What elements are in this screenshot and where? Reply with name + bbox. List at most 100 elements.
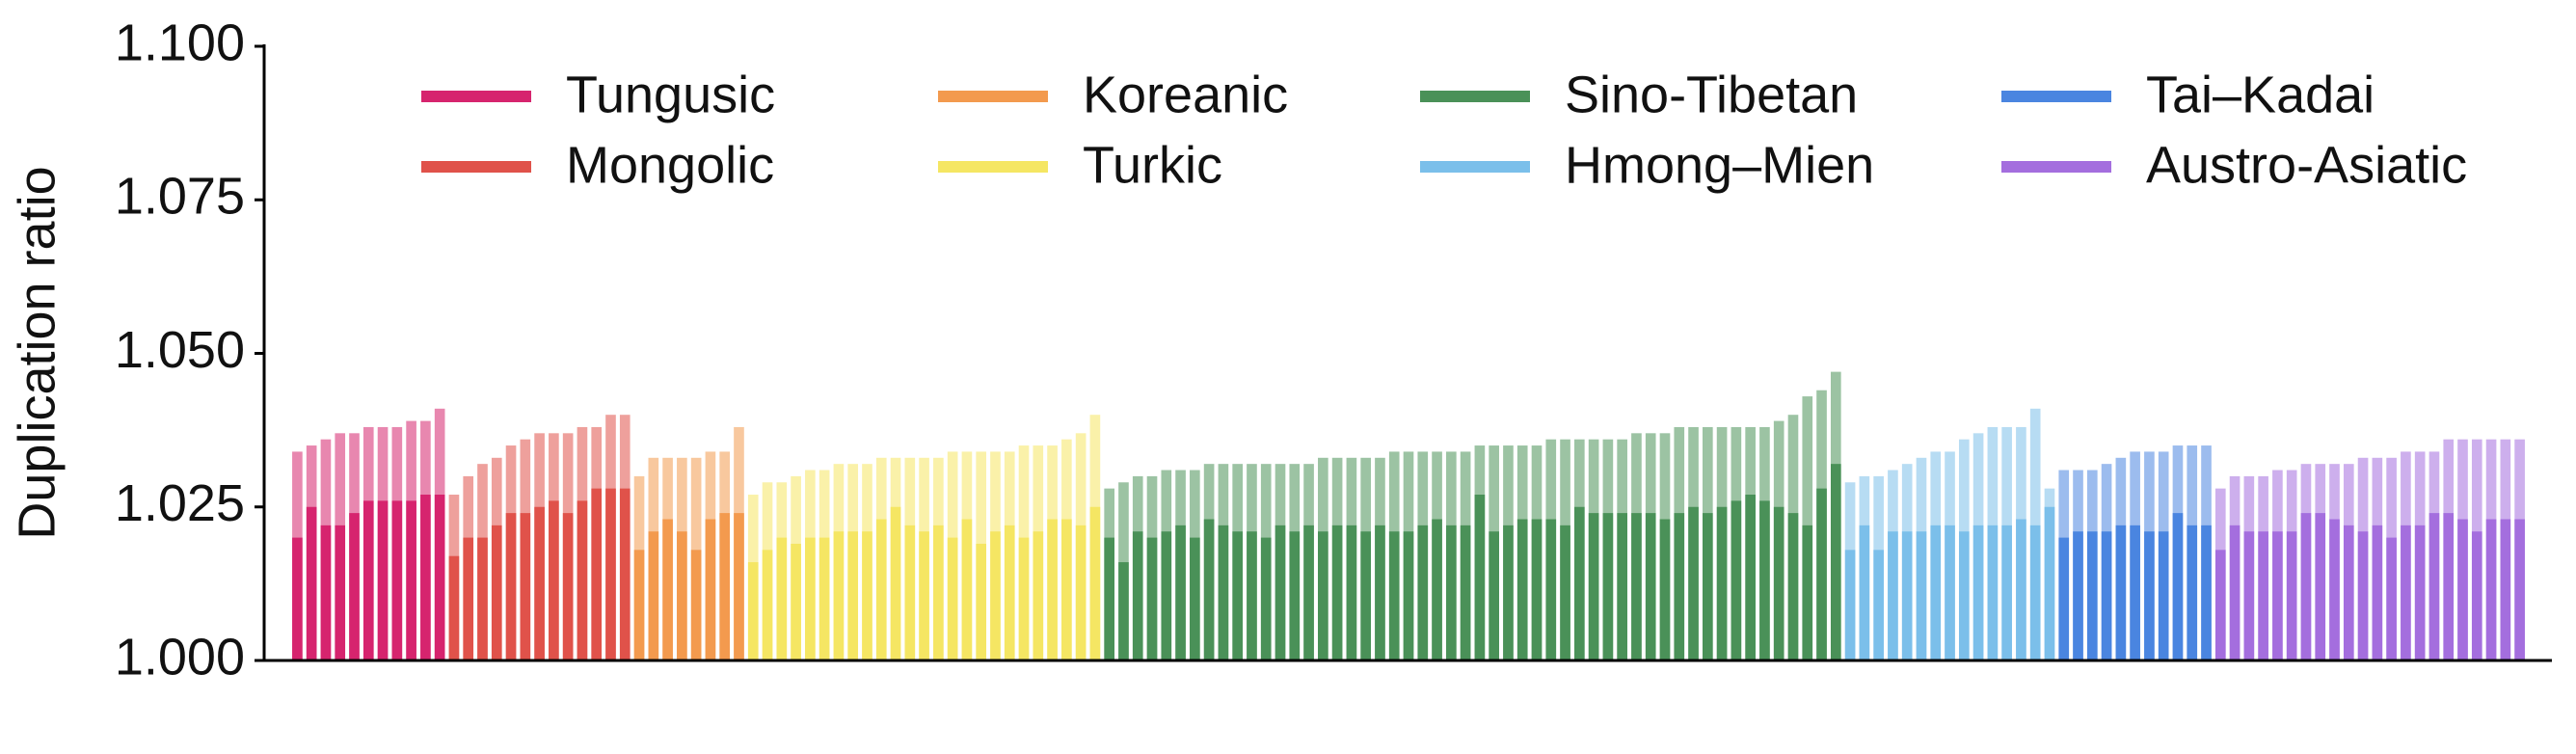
- bar: [1232, 531, 1243, 660]
- bar: [2457, 519, 2468, 660]
- y-axis-label: Duplication ratio: [8, 166, 66, 539]
- legend-label: Tungusic: [566, 66, 775, 123]
- bar: [1132, 531, 1143, 660]
- bar: [2514, 519, 2525, 660]
- bar: [1773, 506, 1784, 660]
- bar: [306, 506, 317, 660]
- bar: [1574, 506, 1585, 660]
- bar: [2443, 513, 2455, 660]
- bar: [534, 506, 545, 660]
- bar: [2001, 525, 2012, 660]
- bar: [862, 531, 872, 660]
- bar: [477, 537, 488, 660]
- bar: [335, 525, 346, 660]
- bar: [1489, 531, 1499, 660]
- y-tick-label: 1.000: [115, 628, 245, 686]
- bar: [349, 513, 360, 660]
- bar: [2086, 531, 2098, 660]
- bar: [1631, 513, 1642, 660]
- bar: [1318, 531, 1328, 660]
- legend-label: Austro-Asiatic: [2146, 136, 2467, 194]
- bar: [2414, 525, 2426, 660]
- bar: [2485, 519, 2497, 660]
- bar: [2158, 531, 2169, 660]
- bar: [1545, 519, 1557, 660]
- bar: [961, 519, 973, 660]
- bar: [420, 495, 431, 660]
- bar: [2058, 537, 2070, 660]
- bar: [734, 513, 744, 660]
- bar: [2386, 537, 2397, 660]
- bar: [1958, 531, 1970, 660]
- bar: [2243, 531, 2255, 660]
- bar: [1247, 531, 1257, 660]
- bar: [1146, 537, 1158, 660]
- bar: [1260, 537, 1272, 660]
- bar: [1432, 519, 1442, 660]
- bar: [1716, 506, 1728, 660]
- bar: [1688, 506, 1699, 660]
- bar: [2214, 550, 2226, 660]
- bar: [2272, 531, 2283, 660]
- bar: [562, 513, 574, 660]
- bar: [890, 506, 901, 660]
- bar: [292, 537, 303, 660]
- bar: [362, 500, 374, 660]
- bar: [1446, 525, 1457, 660]
- bar: [747, 562, 759, 660]
- bar: [818, 537, 830, 660]
- bar: [1945, 525, 1955, 660]
- bar: [919, 531, 929, 660]
- bar: [690, 550, 702, 660]
- legend-label: Koreanic: [1083, 66, 1288, 123]
- bar: [619, 488, 631, 660]
- bar: [434, 495, 445, 660]
- bar: [463, 537, 474, 660]
- bar: [2016, 519, 2026, 660]
- bar: [1588, 513, 1599, 660]
- bar: [1916, 531, 1927, 660]
- bar: [1047, 519, 1058, 660]
- bar: [2130, 525, 2140, 660]
- bar: [1417, 525, 1429, 660]
- bar: [1061, 519, 1072, 660]
- bar: [2286, 531, 2297, 660]
- bar: [833, 531, 845, 660]
- bar: [1702, 513, 1713, 660]
- bar: [1617, 513, 1627, 660]
- bar: [1303, 525, 1314, 660]
- bar: [1104, 537, 1115, 660]
- bar: [505, 513, 517, 660]
- bar: [805, 537, 816, 660]
- legend-label: Turkic: [1083, 136, 1222, 194]
- bar: [1731, 500, 1742, 660]
- bar: [1659, 519, 1671, 660]
- bar: [2201, 525, 2212, 660]
- bar: [933, 525, 944, 660]
- bar: [2428, 513, 2440, 660]
- bar: [2329, 519, 2340, 660]
- bar: [1460, 525, 1471, 660]
- bar: [776, 537, 788, 660]
- bar: [2357, 531, 2369, 660]
- y-tick-label: 1.100: [115, 13, 245, 71]
- bar: [762, 550, 773, 660]
- bar: [875, 519, 887, 660]
- bar: [2471, 531, 2482, 660]
- bar: [1503, 525, 1514, 660]
- bar: [1759, 500, 1770, 660]
- bar: [1375, 525, 1385, 660]
- bar: [2101, 531, 2112, 660]
- bar: [2115, 525, 2127, 660]
- bar: [1289, 531, 1301, 660]
- bar: [1873, 550, 1884, 660]
- bar: [1360, 531, 1371, 660]
- bar: [1531, 519, 1543, 660]
- bar: [1830, 464, 1841, 660]
- bar: [549, 500, 559, 660]
- bar: [990, 531, 1001, 660]
- bar: [2258, 531, 2268, 660]
- bar: [1403, 531, 1414, 660]
- legend-label: Sino-Tibetan: [1565, 66, 1858, 123]
- bar: [1033, 531, 1044, 660]
